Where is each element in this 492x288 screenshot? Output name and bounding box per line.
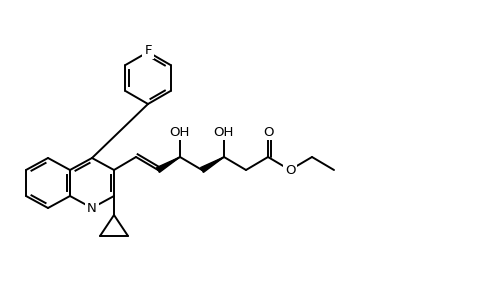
- Text: F: F: [144, 45, 152, 58]
- Text: O: O: [285, 164, 295, 177]
- Text: OH: OH: [169, 126, 189, 139]
- Text: O: O: [264, 126, 274, 139]
- Text: OH: OH: [213, 126, 233, 139]
- Polygon shape: [156, 157, 180, 173]
- Text: N: N: [87, 202, 97, 215]
- Polygon shape: [201, 157, 224, 173]
